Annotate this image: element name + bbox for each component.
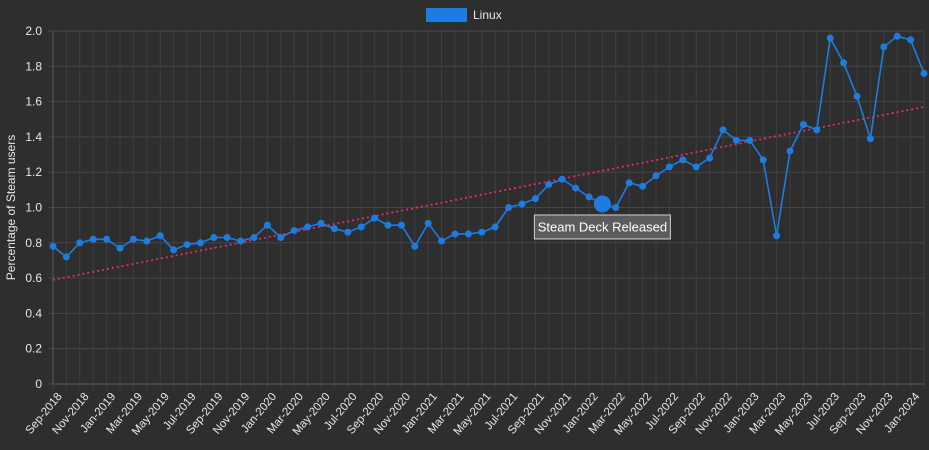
data-point[interactable] — [344, 228, 352, 236]
data-point[interactable] — [277, 234, 285, 242]
data-point[interactable] — [143, 237, 151, 245]
data-point[interactable] — [116, 244, 124, 252]
data-point[interactable] — [612, 204, 620, 211]
data-point[interactable] — [451, 230, 459, 238]
data-point[interactable] — [263, 221, 271, 229]
data-point[interactable] — [652, 172, 660, 180]
data-point[interactable] — [907, 36, 915, 44]
data-point[interactable] — [424, 219, 432, 227]
data-point[interactable] — [156, 232, 164, 240]
data-point[interactable] — [491, 223, 499, 231]
data-point[interactable] — [531, 195, 539, 203]
y-tick-label: 1.6 — [25, 95, 42, 109]
data-point[interactable] — [893, 32, 901, 40]
y-tick-label: 0 — [35, 377, 42, 391]
data-point[interactable] — [732, 136, 740, 144]
data-point[interactable] — [237, 237, 245, 245]
data-point[interactable] — [62, 253, 70, 261]
grid — [48, 30, 925, 389]
y-tick-label: 1.0 — [25, 201, 42, 215]
data-point[interactable] — [799, 121, 807, 129]
data-point[interactable] — [746, 136, 754, 144]
data-point[interactable] — [625, 179, 633, 187]
data-point[interactable] — [826, 34, 834, 42]
data-point[interactable] — [371, 214, 379, 222]
data-point[interactable] — [223, 234, 231, 242]
data-point[interactable] — [129, 235, 137, 243]
data-point[interactable] — [840, 59, 848, 67]
data-point[interactable] — [304, 223, 312, 231]
data-point[interactable] — [880, 43, 888, 51]
data-point[interactable] — [679, 156, 687, 164]
data-point[interactable] — [920, 69, 928, 77]
trendline — [52, 106, 925, 281]
y-tick-label: 1.2 — [25, 165, 42, 179]
y-tick-label: 0.8 — [25, 236, 42, 250]
data-point[interactable] — [572, 184, 580, 192]
data-point[interactable] — [210, 234, 218, 242]
data-point[interactable] — [692, 163, 700, 171]
data-point[interactable] — [558, 175, 566, 183]
data-point[interactable] — [585, 193, 593, 201]
data-point[interactable] — [317, 219, 325, 227]
data-point[interactable] — [639, 182, 647, 190]
data-point[interactable] — [478, 228, 486, 236]
legend-swatch — [426, 8, 467, 22]
series-line — [52, 35, 925, 259]
x-axis: Sep-2018Nov-2018Jan-2019Mar-2019May-2019… — [24, 390, 923, 437]
data-point[interactable] — [397, 221, 405, 229]
data-point[interactable] — [357, 223, 365, 231]
data-point[interactable] — [384, 221, 392, 229]
data-point[interactable] — [49, 242, 57, 250]
y-tick-label: 1.4 — [25, 130, 42, 144]
data-point[interactable] — [464, 230, 472, 238]
data-point[interactable] — [505, 204, 513, 211]
y-tick-label: 2.0 — [25, 24, 42, 38]
data-point[interactable] — [89, 235, 97, 243]
data-point[interactable] — [103, 235, 111, 243]
y-tick-label: 1.8 — [25, 59, 42, 73]
legend[interactable]: Linux — [426, 8, 502, 22]
series-linux — [49, 32, 928, 261]
trendline-line — [52, 106, 925, 281]
data-point[interactable] — [518, 200, 526, 208]
y-tick-label: 0.6 — [25, 271, 42, 285]
data-point[interactable] — [170, 246, 178, 254]
data-point[interactable] — [786, 147, 794, 155]
data-point[interactable] — [250, 234, 258, 242]
data-point[interactable] — [290, 226, 298, 234]
y-tick-label: 0.2 — [25, 342, 42, 356]
data-point[interactable] — [813, 126, 821, 134]
data-point[interactable] — [545, 181, 553, 189]
annotation: Steam Deck Released — [533, 214, 671, 240]
data-point[interactable] — [706, 154, 714, 162]
annotation-box — [533, 214, 671, 240]
data-point[interactable] — [76, 239, 84, 247]
data-point[interactable] — [196, 239, 204, 247]
annotation-text: Steam Deck Released — [538, 219, 667, 234]
data-point[interactable] — [330, 225, 338, 233]
data-point[interactable] — [183, 241, 191, 249]
data-point[interactable] — [853, 92, 861, 100]
y-tick-label: 0.4 — [25, 306, 42, 320]
data-point[interactable] — [719, 126, 727, 134]
data-point[interactable] — [411, 242, 419, 250]
data-point[interactable] — [773, 232, 781, 240]
y-axis: 0 0.2 0.4 0.6 0.8 1.0 1.2 1.4 1.6 1.8 2.0 — [25, 24, 42, 391]
data-point[interactable] — [759, 156, 767, 164]
data-point[interactable] — [665, 163, 673, 171]
data-point[interactable] — [866, 135, 874, 143]
legend-label: Linux — [473, 8, 502, 22]
data-point[interactable] — [438, 237, 446, 245]
data-point[interactable] — [593, 195, 611, 213]
y-axis-label: Percentage of Steam users — [4, 135, 18, 280]
